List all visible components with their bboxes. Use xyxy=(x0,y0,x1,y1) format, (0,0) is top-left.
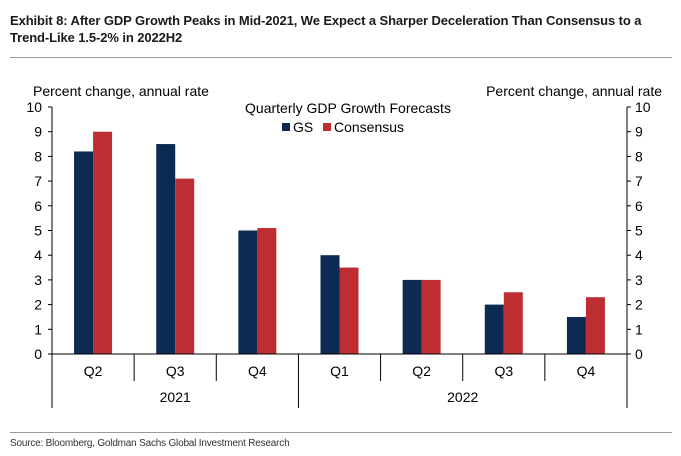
x-group-label: 2021 xyxy=(160,389,191,405)
source-divider xyxy=(10,432,672,433)
x-tick-label: Q2 xyxy=(84,363,103,379)
y-tick-label-right: 1 xyxy=(635,321,643,337)
bar-consensus-1 xyxy=(93,131,113,354)
y-axis-label-right: Percent change, annual rate xyxy=(486,83,662,99)
bar-gs-7 xyxy=(566,316,586,354)
legend: GS Consensus xyxy=(282,119,404,135)
chart-title: Quarterly GDP Growth Forecasts xyxy=(245,100,451,116)
y-tick-label-right: 7 xyxy=(635,173,643,189)
y-tick-label-left: 7 xyxy=(34,173,42,189)
y-tick-label-right: 8 xyxy=(635,148,643,164)
bars-layer xyxy=(74,131,605,354)
bar-gs-6 xyxy=(484,304,504,354)
y-tick-label-left: 4 xyxy=(34,247,42,263)
y-tick-label-left: 3 xyxy=(34,272,42,288)
y-tick-label-left: 1 xyxy=(34,321,42,337)
bar-consensus-2 xyxy=(175,178,195,354)
source-note: Source: Bloomberg, Goldman Sachs Global … xyxy=(10,438,290,449)
y-axis-label-left: Percent change, annual rate xyxy=(33,83,209,99)
y-tick-label-left: 9 xyxy=(34,124,42,140)
y-tick-label-left: 10 xyxy=(26,99,42,115)
bar-consensus-4 xyxy=(339,267,359,354)
y-tick-label-right: 10 xyxy=(635,99,651,115)
legend-label-gs: GS xyxy=(293,119,313,135)
bar-gs-5 xyxy=(402,279,422,354)
y-tick-label-right: 5 xyxy=(635,223,643,239)
bar-consensus-5 xyxy=(421,279,441,354)
legend-swatch-gs xyxy=(282,123,290,131)
page-title: Exhibit 8: After GDP Growth Peaks in Mid… xyxy=(10,13,642,45)
y-tick-label-left: 0 xyxy=(34,346,42,362)
x-tick-label: Q2 xyxy=(412,363,431,379)
y-tick-label-right: 2 xyxy=(635,297,643,313)
legend-label-consensus: Consensus xyxy=(334,119,404,135)
y-tick-label-left: 8 xyxy=(34,148,42,164)
y-tick-label-right: 3 xyxy=(635,272,643,288)
y-tick-label-right: 6 xyxy=(635,198,643,214)
bar-gs-3 xyxy=(238,230,258,354)
bar-gs-4 xyxy=(320,255,340,354)
x-tick-label: Q4 xyxy=(577,363,596,379)
y-tick-label-right: 9 xyxy=(635,124,643,140)
bar-consensus-7 xyxy=(585,297,605,354)
axes-layer: 0 0 1 1 2 2 3 3 4 4 5 5 6 6 7 7 8 8 9 9 10 10 Q2 Q3 Q4 Q1 Q2 Q3 Q4 20… xyxy=(26,99,651,408)
bar-consensus-6 xyxy=(503,292,523,354)
x-tick-label: Q3 xyxy=(166,363,185,379)
legend-swatch-consensus xyxy=(323,123,331,131)
x-group-label: 2022 xyxy=(447,389,478,405)
x-tick-label: Q4 xyxy=(248,363,267,379)
y-tick-label-left: 6 xyxy=(34,198,42,214)
x-tick-label: Q3 xyxy=(494,363,513,379)
y-tick-label-left: 2 xyxy=(34,297,42,313)
title-divider xyxy=(10,57,672,58)
bar-consensus-3 xyxy=(257,228,277,354)
y-tick-label-right: 4 xyxy=(635,247,643,263)
y-tick-label-left: 5 xyxy=(34,223,42,239)
x-tick-label: Q1 xyxy=(330,363,349,379)
bar-gs-1 xyxy=(74,151,94,354)
y-tick-label-right: 0 xyxy=(635,346,643,362)
bar-gs-2 xyxy=(156,144,176,354)
